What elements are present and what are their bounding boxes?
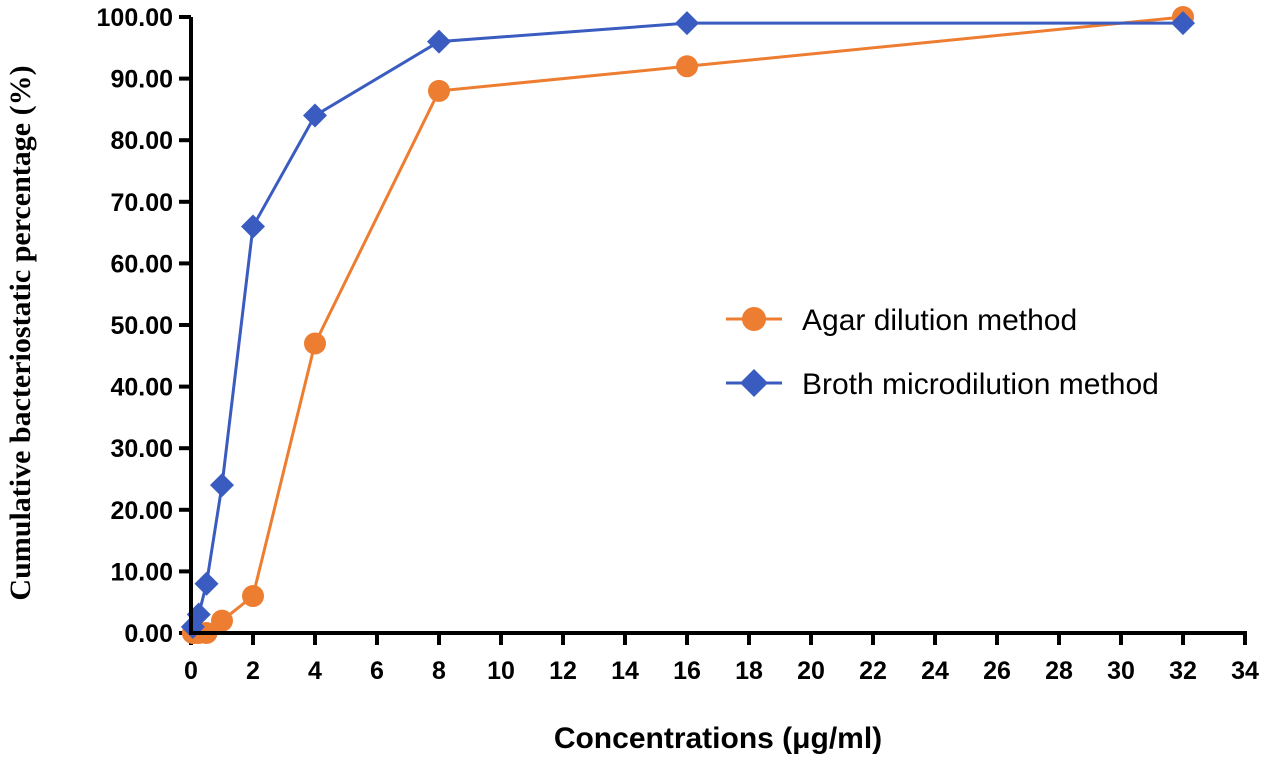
x-tick-label: 4: [308, 657, 322, 685]
legend-label: Agar dilution method: [802, 304, 1077, 337]
x-tick-label: 12: [549, 657, 577, 685]
x-tick-label: 30: [1107, 657, 1135, 685]
legend-marker: [740, 369, 768, 397]
x-tick-label: 34: [1231, 657, 1259, 685]
x-axis-ticks: 0 2 4 6 8 10 12 14 16 18 20 22 24 26 28 30 32 34: [184, 633, 1259, 685]
data-point: [241, 214, 265, 239]
y-tick-label: 0.00: [124, 620, 173, 648]
x-tick-label: 6: [370, 657, 384, 685]
data-point: [675, 11, 699, 36]
x-tick-label: 26: [983, 657, 1011, 685]
legend: Agar dilution method Broth microdilution …: [726, 304, 1159, 401]
x-tick-label: 2: [246, 657, 260, 685]
y-axis-title: Cumulative bacteriostatic percentage (%): [4, 65, 37, 600]
data-point: [194, 571, 219, 596]
legend-marker: [742, 307, 766, 331]
data-point: [303, 103, 327, 128]
x-tick-label: 10: [487, 657, 515, 685]
x-axis-title: Concentrations (μg/ml): [554, 722, 882, 755]
y-tick-label: 80.00: [110, 127, 173, 155]
x-tick-label: 22: [859, 657, 887, 685]
data-point: [1171, 11, 1195, 36]
data-point: [211, 609, 233, 632]
data-point: [242, 585, 264, 608]
data-point: [210, 473, 234, 498]
x-tick-label: 14: [611, 657, 639, 685]
data-point: [304, 332, 326, 355]
data-point: [427, 29, 451, 54]
y-tick-label: 70.00: [110, 189, 173, 217]
legend-label: Broth microdilution method: [802, 368, 1159, 401]
data-point: [428, 79, 450, 102]
data-point: [676, 55, 698, 78]
y-tick-label: 10.00: [110, 558, 173, 586]
y-tick-label: 100.00: [97, 4, 173, 32]
x-tick-label: 18: [735, 657, 763, 685]
x-tick-label: 8: [432, 657, 446, 685]
x-tick-label: 28: [1045, 657, 1073, 685]
x-tick-label: 0: [184, 657, 198, 685]
x-tick-label: 20: [797, 657, 825, 685]
x-tick-label: 24: [921, 657, 949, 685]
y-axis-ticks: 0.00 10.00 20.00 30.00 40.00 50.00 60.00 70.00 8…: [97, 4, 191, 648]
y-tick-label: 60.00: [110, 250, 173, 278]
y-tick-label: 30.00: [110, 435, 173, 463]
y-tick-label: 90.00: [110, 66, 173, 94]
y-tick-label: 50.00: [110, 312, 173, 340]
y-tick-label: 20.00: [110, 497, 173, 525]
x-tick-label: 16: [673, 657, 701, 685]
x-tick-label: 32: [1169, 657, 1197, 685]
y-tick-label: 40.00: [110, 374, 173, 402]
